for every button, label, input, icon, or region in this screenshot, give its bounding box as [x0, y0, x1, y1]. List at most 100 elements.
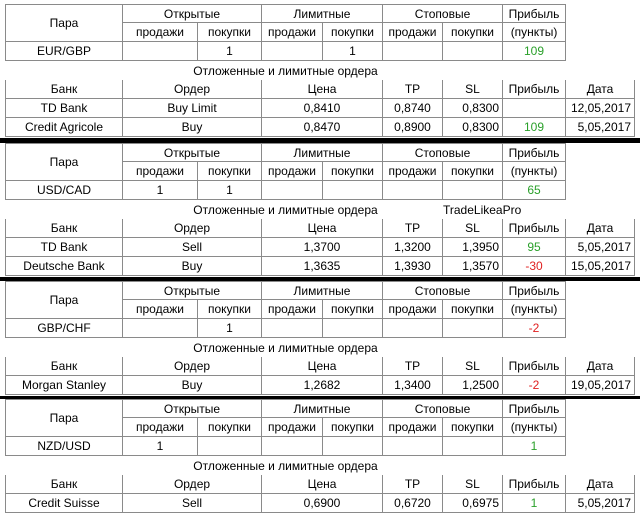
sub-header: покупки [198, 23, 262, 42]
sub-header: продажи [262, 23, 323, 42]
order-header: Дата [566, 475, 635, 494]
sub-header: продажи [123, 23, 198, 42]
position-count [383, 319, 443, 338]
bank: Deutsche Bank [5, 257, 123, 276]
stop-loss: 0,6975 [443, 494, 503, 513]
date: 12,05,2017 [566, 99, 635, 118]
separator [0, 138, 640, 143]
group-header: Лимитные [262, 281, 383, 300]
order-header: TP [383, 219, 443, 238]
order-profit: -30 [503, 257, 566, 276]
date: 19,05,2017 [566, 376, 635, 395]
sub-header: продажи [123, 300, 198, 319]
order-header: Цена [262, 219, 383, 238]
order-header: TP [383, 357, 443, 376]
order-header: Дата [566, 80, 635, 99]
group-header: Прибыль [503, 4, 566, 23]
sub-header: продажи [123, 418, 198, 437]
order-header: TP [383, 80, 443, 99]
bank: TD Bank [5, 238, 123, 257]
group-header: Лимитные [262, 143, 383, 162]
position-profit: 1 [503, 437, 566, 456]
sub-header: продажи [383, 418, 443, 437]
position-count [262, 42, 323, 61]
sub-header: покупки [323, 162, 383, 181]
group-header: Открытые [123, 143, 262, 162]
order-type: Sell [123, 494, 262, 513]
position-count [123, 42, 198, 61]
sub-header: продажи [383, 23, 443, 42]
bank: Credit Suisse [5, 494, 123, 513]
stop-loss: 0,8300 [443, 118, 503, 137]
position-count [383, 181, 443, 200]
order-header: Дата [566, 357, 635, 376]
section-title: Отложенные и лимитные ордера [193, 340, 378, 355]
order-header: Цена [262, 475, 383, 494]
group-header: Стоповые [383, 281, 503, 300]
order-profit: -2 [503, 376, 566, 395]
sub-header: покупки [443, 418, 503, 437]
sub-header: продажи [262, 418, 323, 437]
sub-header: покупки [443, 23, 503, 42]
watermark: TradeLikeaPro [443, 202, 522, 217]
sub-header: продажи [262, 300, 323, 319]
pair-header: Пара [5, 281, 123, 319]
section-title: Отложенные и лимитные ордера [193, 63, 378, 78]
order-header: Прибыль [503, 475, 566, 494]
position-count: 1 [198, 42, 262, 61]
sub-header: продажи [262, 162, 323, 181]
price: 1,3635 [262, 257, 383, 276]
sub-header: (пункты) [503, 162, 566, 181]
group-header: Открытые [123, 399, 262, 418]
pair-header: Пара [5, 399, 123, 437]
position-count [262, 437, 323, 456]
position-count [443, 437, 503, 456]
order-header: Прибыль [503, 357, 566, 376]
position-profit: -2 [503, 319, 566, 338]
sub-header: продажи [123, 162, 198, 181]
take-profit: 1,3200 [383, 238, 443, 257]
position-count: 1 [198, 319, 262, 338]
order-header: Банк [5, 219, 123, 238]
group-header: Стоповые [383, 143, 503, 162]
position-count [323, 319, 383, 338]
price: 0,6900 [262, 494, 383, 513]
pair-header: Пара [5, 143, 123, 181]
position-profit: 65 [503, 181, 566, 200]
order-type: Buy [123, 376, 262, 395]
price: 0,8470 [262, 118, 383, 137]
take-profit: 0,8740 [383, 99, 443, 118]
sub-header: покупки [323, 418, 383, 437]
position-count [123, 319, 198, 338]
position-count [262, 319, 323, 338]
date: 15,05,2017 [566, 257, 635, 276]
position-count: 1 [123, 181, 198, 200]
order-type: Buy [123, 118, 262, 137]
order-type: Buy Limit [123, 99, 262, 118]
take-profit: 0,6720 [383, 494, 443, 513]
order-type: Buy [123, 257, 262, 276]
group-header: Лимитные [262, 399, 383, 418]
order-header: SL [443, 357, 503, 376]
group-header: Открытые [123, 281, 262, 300]
separator [0, 396, 640, 399]
take-profit: 0,8900 [383, 118, 443, 137]
position-count [443, 181, 503, 200]
order-header: SL [443, 80, 503, 99]
bank: TD Bank [5, 99, 123, 118]
pair: GBP/CHF [5, 319, 123, 338]
order-profit [503, 99, 566, 118]
position-count [443, 42, 503, 61]
order-header: Прибыль [503, 80, 566, 99]
stop-loss: 1,3570 [443, 257, 503, 276]
date: 5,05,2017 [566, 494, 635, 513]
order-profit: 1 [503, 494, 566, 513]
order-header: Ордер [123, 80, 262, 99]
position-count [443, 319, 503, 338]
order-header: Прибыль [503, 219, 566, 238]
sub-header: покупки [198, 418, 262, 437]
sub-header: продажи [383, 162, 443, 181]
sub-header: покупки [443, 300, 503, 319]
sub-header: покупки [198, 162, 262, 181]
